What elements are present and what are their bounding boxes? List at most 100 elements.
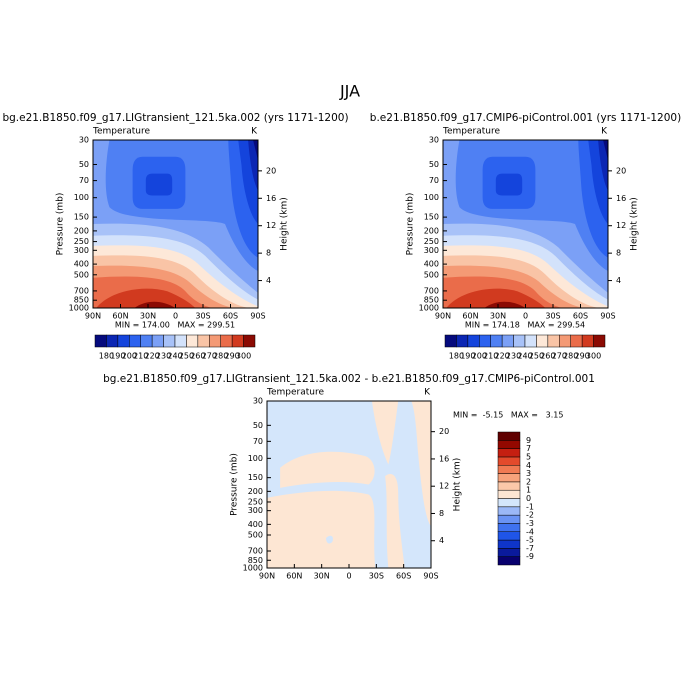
colorbar-box	[559, 334, 571, 348]
x-tick-label: 0	[523, 312, 528, 321]
colorbar-box	[231, 334, 244, 348]
colorbar-label: 290	[225, 352, 240, 361]
x-tick-label: 0	[173, 312, 178, 321]
colorbar-label: 280	[563, 352, 578, 361]
colorbar-label: 3	[526, 469, 531, 478]
y-tick-label: 250	[424, 237, 439, 246]
y-axis-label: Pressure (mb)	[406, 193, 416, 256]
y-tick-label: 1000	[419, 304, 439, 313]
y-tick-label: 300	[74, 246, 89, 255]
y2-tick-label: 12	[439, 482, 449, 491]
y2-axis-label: Height (km)	[453, 458, 463, 512]
y-tick-label: 200	[424, 226, 439, 235]
x-tick-label: 60N	[112, 312, 128, 321]
colorbar-box	[497, 465, 521, 474]
y2-axis-label: Height (km)	[630, 197, 640, 251]
colorbar-label: 260	[540, 352, 555, 361]
colorbar-label: 300	[236, 352, 251, 361]
colorbar-box	[479, 334, 491, 348]
contour-field	[93, 140, 258, 308]
colorbar-box	[243, 334, 256, 348]
colorbar-box	[129, 334, 141, 348]
x-tick-label: 90S	[423, 572, 438, 581]
x-tick-label: 30S	[545, 312, 560, 321]
colorbar-box	[497, 498, 521, 508]
colorbar-label: 9	[526, 436, 531, 445]
y-tick-label: 50	[79, 160, 89, 169]
y2-tick-label: 4	[439, 536, 444, 545]
y-tick-label: 30	[429, 136, 439, 145]
colorbar-box	[581, 334, 594, 348]
colorbar-label: 200	[472, 352, 487, 361]
x-tick-label: 90N	[259, 572, 275, 581]
x-tick-label: 90N	[435, 312, 451, 321]
y-tick-label: 850	[248, 556, 263, 565]
colorbar-box	[593, 334, 606, 348]
y2-tick-label: 12	[266, 221, 276, 230]
x-tick-label: 30S	[369, 572, 384, 581]
colorbar-label: -5	[526, 536, 534, 545]
y2-tick-label: 16	[439, 454, 449, 463]
colorbar-label: 220	[145, 352, 160, 361]
y-tick-label: 1000	[243, 564, 263, 573]
colorbar-label: 290	[575, 352, 590, 361]
contour-field	[267, 401, 431, 568]
y-tick-label: 1000	[69, 304, 89, 313]
colorbar-label: 7	[526, 444, 531, 453]
colorbar-box	[106, 334, 119, 348]
colorbar-box	[117, 334, 130, 348]
x-tick-label: 60S	[223, 312, 238, 321]
colorbar-label: 250	[179, 352, 194, 361]
colorbar-label: 230	[156, 352, 171, 361]
x-tick-label: 60N	[462, 312, 478, 321]
left-label: Temperature	[92, 127, 150, 137]
colorbar-label: 260	[190, 352, 205, 361]
colorbar-box	[497, 506, 521, 516]
colorbar-label: 200	[122, 352, 137, 361]
colorbar-box	[94, 334, 107, 348]
left-label: Temperature	[442, 127, 500, 137]
stats-label: MIN = 174.18 MAX = 299.54	[465, 321, 585, 330]
colorbar-box	[209, 334, 221, 348]
colorbar-box	[174, 334, 187, 348]
x-tick-label: 30S	[195, 312, 210, 321]
colorbar-label: 180	[99, 352, 114, 361]
colorbar-box	[497, 473, 521, 483]
y-tick-label: 300	[248, 506, 263, 515]
colorbar-label: -7	[526, 544, 534, 553]
chart-title: bg.e21.B1850.f09_g17.LIGtransient_121.5k…	[103, 373, 595, 385]
y-tick-label: 500	[248, 530, 263, 539]
stats-label: MIN = -5.15 MAX = 3.15	[453, 411, 563, 420]
y-tick-label: 70	[79, 176, 89, 185]
chart-title: bg.e21.B1850.f09_g17.LIGtransient_121.5k…	[2, 112, 348, 124]
y-tick-label: 700	[424, 286, 439, 295]
colorbar-label: 270	[552, 352, 567, 361]
units-label: K	[601, 127, 608, 137]
y2-tick-label: 4	[266, 276, 271, 285]
colorbar-box	[467, 334, 480, 348]
colorbar-label: 0	[526, 494, 531, 503]
colorbar-box	[570, 334, 583, 348]
units-label: K	[424, 388, 431, 398]
x-tick-label: 60S	[396, 572, 411, 581]
colorbar-box	[220, 334, 233, 348]
y-tick-label: 100	[248, 454, 263, 463]
colorbar-box	[497, 523, 521, 532]
y-tick-label: 200	[74, 226, 89, 235]
colorbar-box	[501, 334, 514, 348]
colorbar-box	[497, 539, 521, 549]
y2-tick-label: 8	[439, 509, 444, 518]
x-tick-label: 30N	[140, 312, 156, 321]
colorbar-box	[197, 334, 210, 348]
y2-tick-label: 8	[266, 249, 271, 258]
colorbar-label: -9	[526, 552, 534, 561]
stats-label: MIN = 174.00 MAX = 299.51	[115, 321, 235, 330]
x-tick-label: 90S	[250, 312, 265, 321]
colorbar-label: 270	[202, 352, 217, 361]
x-tick-label: 0	[346, 572, 351, 581]
colorbar-label: -1	[526, 502, 534, 511]
colorbar-label: 180	[449, 352, 464, 361]
y-tick-label: 50	[429, 160, 439, 169]
chart-title: b.e21.B1850.f09_g17.CMIP6-piControl.001 …	[370, 112, 681, 124]
